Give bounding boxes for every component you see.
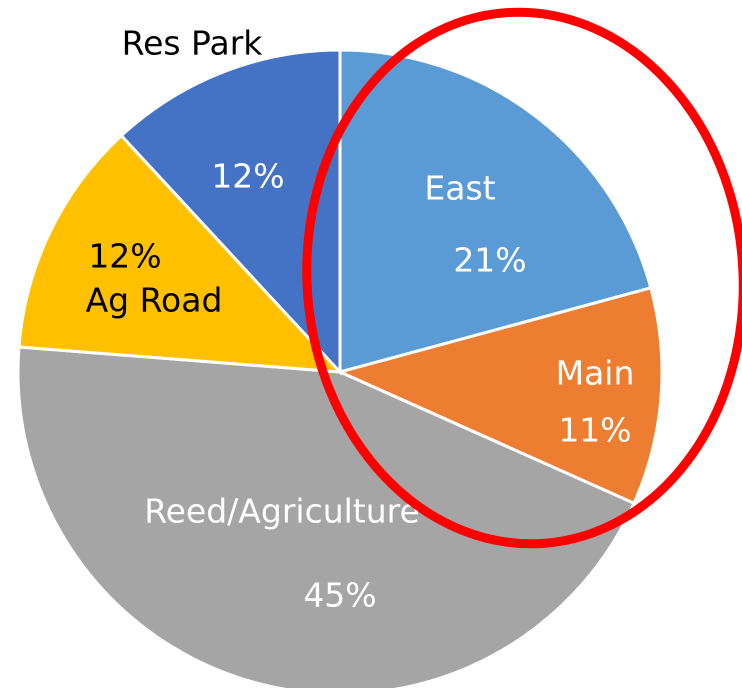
slice-name: Reed/Agriculture	[144, 492, 420, 531]
pie-slice	[16, 345, 637, 688]
pie-slice	[17, 133, 344, 374]
pie-slice	[335, 286, 664, 506]
slice-name: Ag Road	[86, 281, 223, 320]
slice-name: East	[424, 169, 495, 208]
highlight-ellipse	[302, 7, 742, 549]
slice-percent: 12%	[211, 157, 284, 196]
slice-percent: 45%	[303, 576, 376, 615]
labels: East 21% Main 11% Reed/Agriculture 45% Ag Road…	[86, 24, 635, 615]
slice-percent: 12%	[88, 237, 161, 276]
slice-percent: 11%	[558, 411, 631, 450]
pie-slice	[119, 48, 342, 376]
pie-slice	[338, 48, 653, 374]
slice-percent: 21%	[453, 241, 526, 280]
pie	[16, 48, 664, 688]
slice-name: Res Park	[122, 24, 264, 63]
slice-name: Main	[556, 354, 635, 393]
